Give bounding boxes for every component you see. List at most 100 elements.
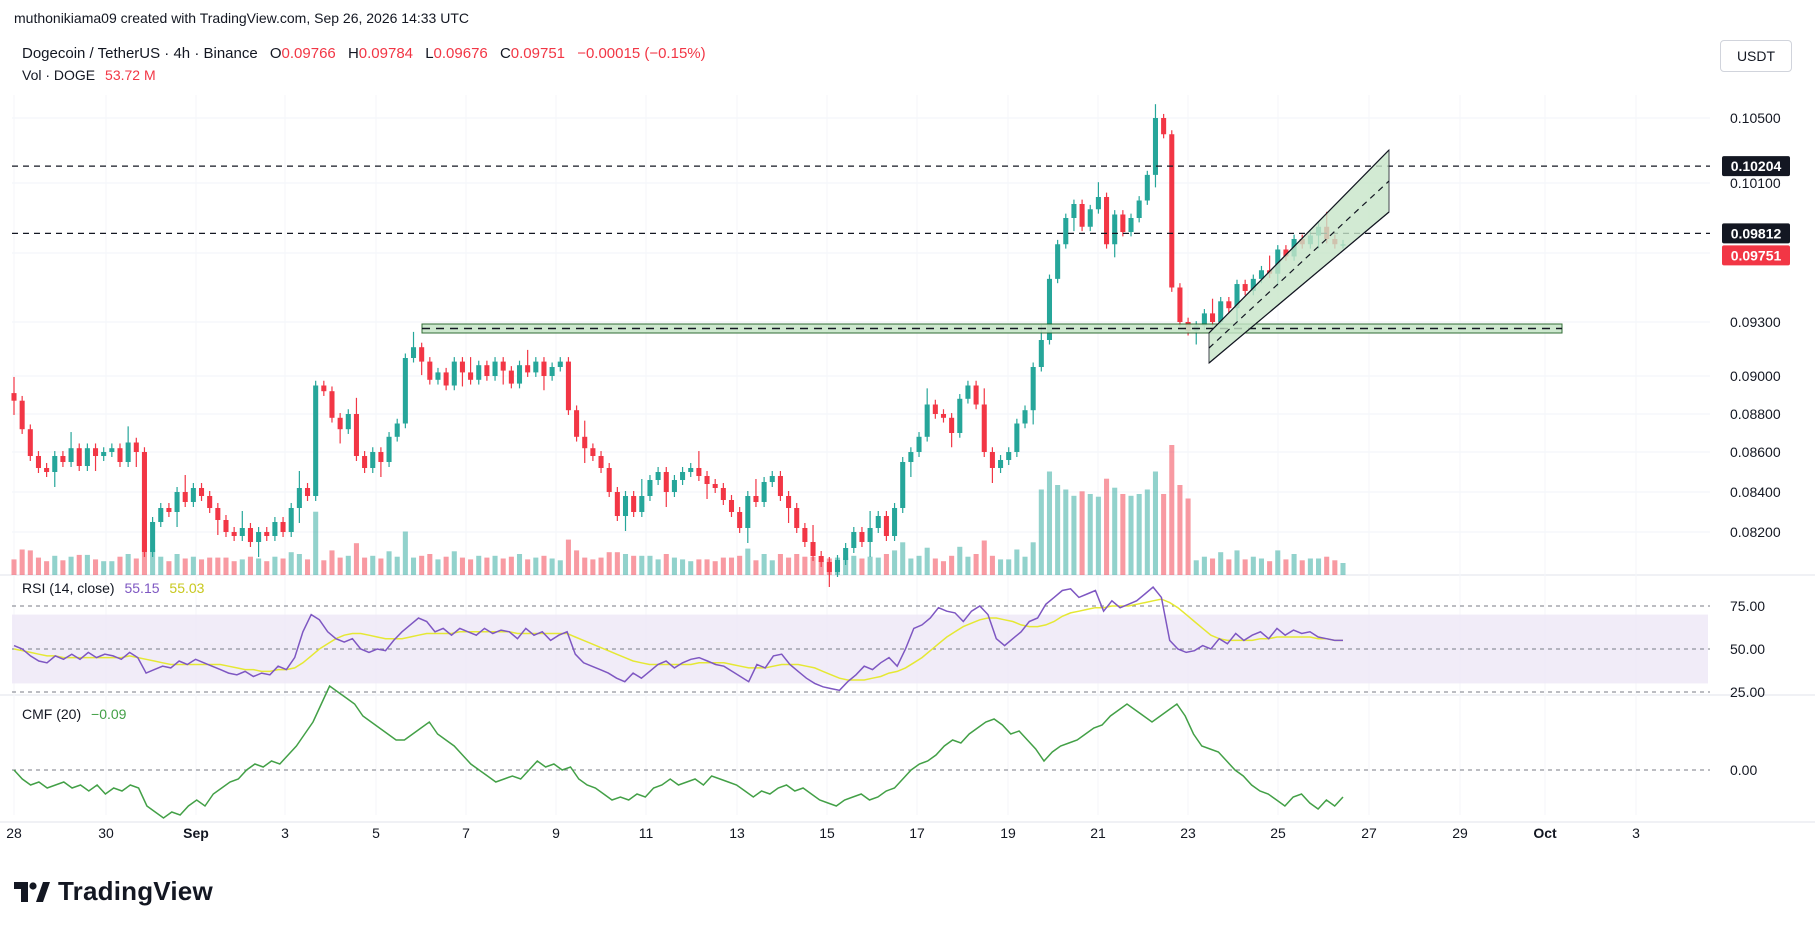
candle-body <box>451 361 457 386</box>
rsi-axis-tick: 75.00 <box>1730 598 1765 614</box>
price-tag <box>1722 245 1790 266</box>
candle-body <box>696 468 702 476</box>
candle-body <box>622 496 629 516</box>
currency-button[interactable]: USDT <box>1720 40 1792 72</box>
volume-bar <box>998 559 1004 575</box>
candle-body <box>875 516 881 528</box>
time-axis-tick: Oct <box>1533 825 1557 841</box>
candle-body <box>125 442 131 462</box>
volume-bar <box>1136 494 1142 575</box>
high-value: 0.09784 <box>358 45 414 62</box>
candle-body <box>443 372 449 386</box>
price-axis-tick: 0.10100 <box>1730 175 1781 191</box>
candle-body <box>190 488 196 502</box>
time-axis-tick: 13 <box>729 825 745 841</box>
candle-body <box>11 393 17 401</box>
volume-bar <box>680 559 686 575</box>
candle-body <box>533 361 539 373</box>
volume-bar <box>247 556 253 575</box>
attribution-text: muthonikiama09 created with TradingView.… <box>14 10 469 26</box>
volume-bar <box>525 559 531 575</box>
volume-bar <box>1324 556 1330 575</box>
candle-body <box>215 508 221 520</box>
volume-bar <box>109 561 115 575</box>
candle-body <box>93 448 99 456</box>
candle-body <box>182 492 188 502</box>
candle-body <box>362 456 368 468</box>
candle-body <box>117 448 123 462</box>
volume-bar <box>932 558 938 575</box>
volume-bar <box>190 556 196 575</box>
volume-bar <box>1087 494 1093 575</box>
volume-bar <box>1063 489 1069 575</box>
volume-bar <box>704 559 710 575</box>
volume-bar <box>1030 542 1036 575</box>
volume-bar <box>182 558 188 575</box>
time-axis-tick: 3 <box>1632 825 1640 841</box>
volume-bar <box>451 551 457 575</box>
volume-bar <box>1299 560 1305 575</box>
candle-body <box>133 442 139 452</box>
price-axis-tick: 0.08800 <box>1730 406 1781 422</box>
candle-body <box>965 385 971 399</box>
symbol-title[interactable]: Dogecoin / TetherUS · 4h · Binance <box>22 45 258 62</box>
candle-body <box>68 448 74 462</box>
volume-bar <box>720 557 726 575</box>
volume-bar <box>737 555 743 575</box>
volume-bar <box>410 557 417 575</box>
candle-body <box>1014 423 1020 452</box>
rsi-title[interactable]: RSI (14, close) <box>22 580 115 596</box>
candle-body <box>435 372 441 380</box>
candle-body <box>1136 200 1142 218</box>
volume-bar <box>44 561 50 575</box>
time-axis-tick: 3 <box>281 825 289 841</box>
volume-bar <box>1210 558 1216 575</box>
volume-bar <box>867 556 873 575</box>
volume-bar <box>1144 489 1150 575</box>
tradingview-logo[interactable]: TradingView <box>14 876 213 907</box>
candle-body <box>1275 249 1281 274</box>
volume-bar <box>745 548 751 575</box>
rsi-axis-tick: 25.00 <box>1730 684 1765 700</box>
volume-bar <box>272 556 278 575</box>
candle-body <box>932 404 938 414</box>
volume-bar <box>1169 445 1175 575</box>
price-tag-label: 0.09751 <box>1731 247 1782 263</box>
rsi-axis-tick: 50.00 <box>1730 641 1765 657</box>
volume-bar <box>892 550 898 575</box>
volume-bar <box>419 555 425 575</box>
candle-body <box>247 528 253 542</box>
candle-body <box>1063 218 1069 245</box>
candle-body <box>239 528 245 536</box>
volume-bar <box>712 561 718 575</box>
candle-body <box>753 496 759 502</box>
volume-bar <box>468 559 474 575</box>
candle-body <box>329 391 335 418</box>
volume-bar <box>883 554 889 575</box>
time-axis-tick: 11 <box>639 825 654 841</box>
candle-body <box>818 556 824 562</box>
volume-bar <box>843 557 849 575</box>
volume-bar <box>1161 494 1167 575</box>
candle-body <box>1210 313 1216 322</box>
volume-bar <box>777 554 783 575</box>
volume-bar <box>565 539 571 575</box>
candle-body <box>590 448 596 456</box>
candle-body <box>1218 301 1224 322</box>
volume-bar <box>296 554 302 575</box>
candle-body <box>402 358 408 424</box>
candle-body <box>867 528 873 542</box>
candle-body <box>737 512 743 528</box>
candle-body <box>989 452 995 468</box>
candle-body <box>378 452 384 462</box>
candle-body <box>663 472 669 492</box>
candle-body <box>296 488 302 508</box>
open-label: O <box>269 45 282 62</box>
candle-body <box>688 468 694 472</box>
cmf-title[interactable]: CMF (20) <box>22 706 82 722</box>
candle-body <box>1283 249 1289 257</box>
volume-bar <box>329 550 335 575</box>
candle-body <box>745 496 751 528</box>
volume-bar <box>353 543 359 575</box>
